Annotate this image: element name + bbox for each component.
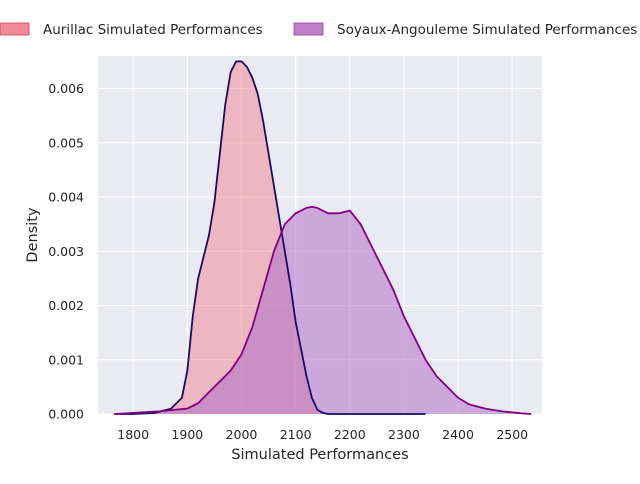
y-tick-label: 0.005	[48, 135, 84, 150]
density-line-aurillac	[114, 60, 426, 415]
x-tick-label: 1900	[171, 427, 203, 442]
y-tick-label: 0.006	[48, 81, 84, 96]
y-tick-label: 0.000	[48, 407, 84, 422]
x-tick-label: 1800	[117, 427, 149, 442]
x-axis-ticks: 1800 1900 2000 2100 2200 2300 2400 2500	[117, 427, 528, 442]
x-axis-label: Simulated Performances	[231, 447, 408, 463]
y-tick-label: 0.001	[48, 352, 84, 367]
y-tick-label: 0.003	[48, 244, 84, 259]
density-lines	[114, 60, 532, 415]
legend-swatch-aurillac	[0, 22, 30, 36]
legend-label-aurillac: Aurillac Simulated Performances	[43, 22, 263, 38]
y-axis-ticks: 0.000 0.001 0.002 0.003 0.004 0.005 0.006	[48, 81, 84, 421]
x-tick-label: 2300	[388, 427, 420, 442]
x-tick-label: 2500	[496, 427, 528, 442]
x-tick-label: 2000	[226, 427, 258, 442]
x-tick-label: 2100	[280, 427, 312, 442]
legend: Aurillac Simulated Performances Soyaux-A…	[0, 22, 637, 38]
x-tick-label: 2200	[334, 427, 366, 442]
legend-swatch-soyaux	[293, 22, 324, 36]
y-tick-label: 0.004	[48, 190, 84, 205]
density-line-soyaux-angouleme	[114, 205, 532, 415]
y-tick-label: 0.002	[48, 298, 84, 313]
x-tick-label: 2400	[442, 427, 474, 442]
y-axis-label: Density	[25, 207, 41, 263]
legend-label-soyaux: Soyaux-Angouleme Simulated Performances	[337, 22, 637, 38]
